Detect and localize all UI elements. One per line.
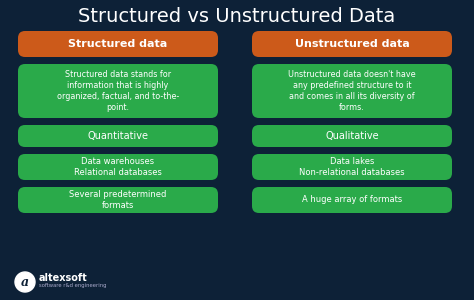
- Text: Data warehouses
Relational databases: Data warehouses Relational databases: [74, 157, 162, 177]
- Text: a: a: [21, 275, 29, 289]
- FancyBboxPatch shape: [18, 187, 218, 213]
- Text: Structured vs Unstructured Data: Structured vs Unstructured Data: [78, 7, 396, 26]
- Text: Several predetermined
formats: Several predetermined formats: [69, 190, 167, 210]
- Circle shape: [15, 272, 35, 292]
- FancyBboxPatch shape: [18, 31, 218, 57]
- FancyBboxPatch shape: [252, 187, 452, 213]
- Text: software r&d engineering: software r&d engineering: [39, 284, 107, 289]
- FancyBboxPatch shape: [252, 31, 452, 57]
- FancyBboxPatch shape: [252, 154, 452, 180]
- FancyBboxPatch shape: [18, 154, 218, 180]
- Text: Quantitative: Quantitative: [88, 131, 148, 141]
- Text: Structured data: Structured data: [68, 39, 168, 49]
- Text: Unstructured data doesn't have
any predefined structure to it
and comes in all i: Unstructured data doesn't have any prede…: [288, 70, 416, 112]
- FancyBboxPatch shape: [18, 64, 218, 118]
- FancyBboxPatch shape: [18, 125, 218, 147]
- Text: Qualitative: Qualitative: [325, 131, 379, 141]
- Text: Structured data stands for
information that is highly
organized, factual, and to: Structured data stands for information t…: [57, 70, 179, 112]
- FancyBboxPatch shape: [252, 64, 452, 118]
- Text: altexsoft: altexsoft: [39, 273, 88, 283]
- Text: A huge array of formats: A huge array of formats: [302, 196, 402, 205]
- Text: Data lakes
Non-relational databases: Data lakes Non-relational databases: [299, 157, 405, 177]
- FancyBboxPatch shape: [252, 125, 452, 147]
- Text: Unstructured data: Unstructured data: [295, 39, 410, 49]
